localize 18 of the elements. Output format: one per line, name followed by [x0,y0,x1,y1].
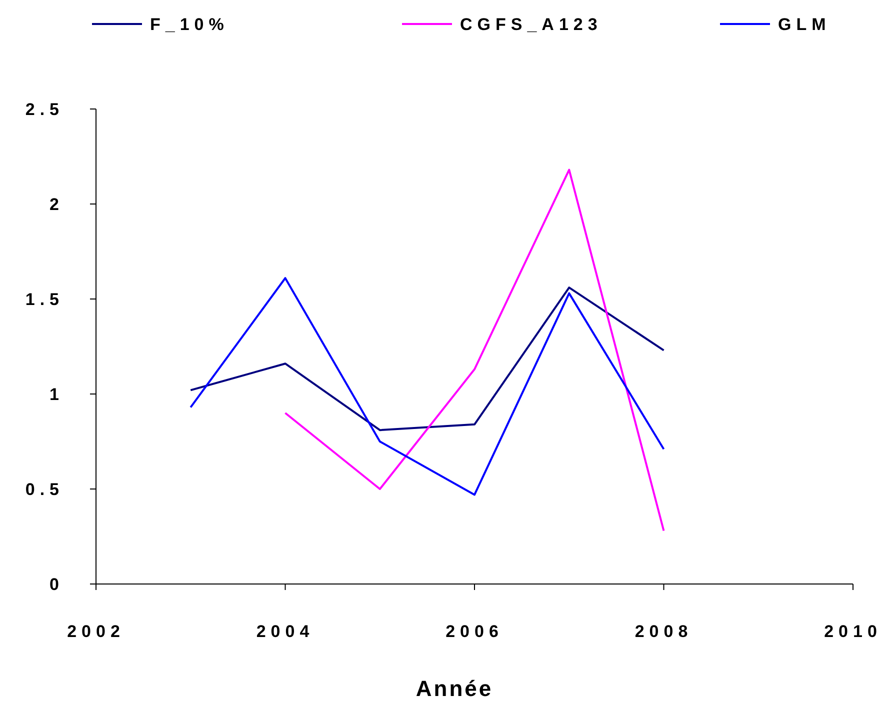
legend-label: F_10% [150,14,229,34]
legend-label: CGFS_A123 [460,14,602,34]
y-tick-label: 0 [50,574,64,594]
legend-label: GLM [778,14,831,34]
x-tick-label: 2006 [446,622,504,641]
y-tick-label: 1 [50,384,64,404]
y-tick-label: 1.5 [25,290,64,309]
x-tick-label: 2008 [634,622,693,641]
x-axis-title: Année [416,676,494,701]
x-tick-label: 2004 [256,622,314,641]
y-tick-label: 2 [50,194,64,214]
line-series [190,286,665,432]
line-series [284,168,665,532]
x-tick-label: 2002 [67,622,125,641]
y-tick-label: 2.5 [25,100,64,119]
y-tick-label: 0.5 [25,480,64,499]
x-tick-label: 2010 [824,622,882,641]
line-series [190,277,665,496]
